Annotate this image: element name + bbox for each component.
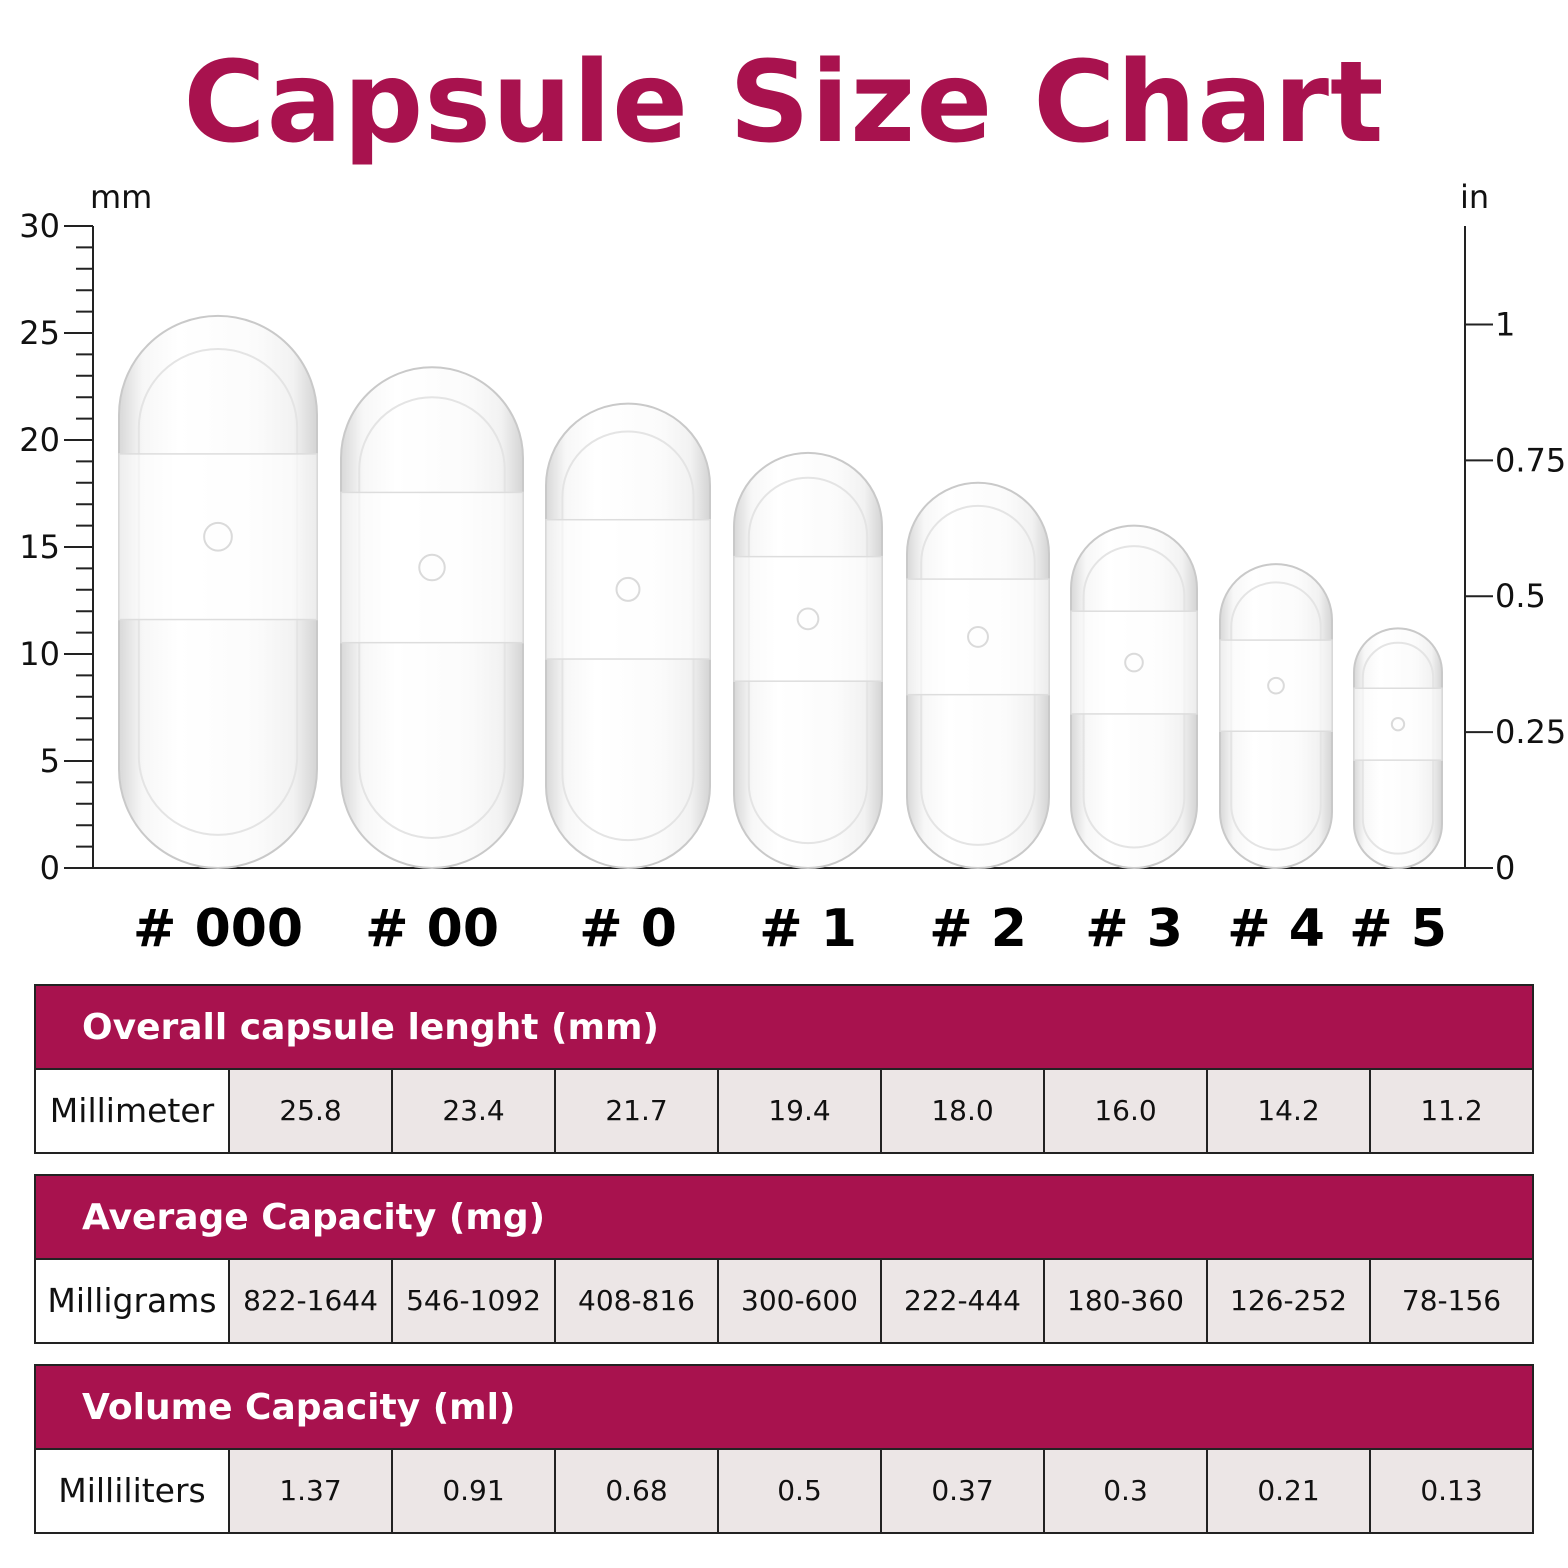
left-tick-label: 20 [19, 421, 60, 459]
left-tick-label: 5 [40, 742, 60, 780]
table-row: Millimeter 25.8 23.4 21.7 19.4 18.0 16.0… [36, 1070, 1532, 1152]
table-cell: 546-1092 [393, 1260, 556, 1342]
right-axis-unit: in [1460, 178, 1489, 216]
right-tick-label: 0.75 [1495, 441, 1566, 479]
category-label: # 1 [759, 899, 857, 959]
capsule-dimple [1124, 652, 1144, 673]
left-axis: 0 5 10 15 20 25 30 [19, 207, 1465, 887]
table-cell: 11.2 [1371, 1070, 1532, 1152]
left-tick-label: 25 [19, 314, 60, 352]
table-cell: 0.3 [1045, 1450, 1208, 1532]
left-axis-unit: mm [90, 178, 152, 216]
table-header: Average Capacity (mg) [36, 1176, 1532, 1260]
length-table: Overall capsule lenght (mm) Millimeter 2… [34, 984, 1534, 1154]
capsule-cap-band [340, 491, 524, 644]
capsule-cap-band [1353, 687, 1443, 761]
category-label: # 00 [365, 899, 499, 959]
row-label: Milliliters [36, 1450, 230, 1532]
left-tick-label: 30 [19, 207, 60, 245]
capsule-cap-band [1070, 610, 1198, 715]
category-label: # 5 [1349, 899, 1447, 959]
capsule-bar [118, 314, 318, 869]
table-cell: 0.13 [1371, 1450, 1532, 1532]
capsule-bar [545, 402, 711, 869]
capsule-cap-band [733, 555, 883, 682]
capsule-cap-band [118, 453, 318, 621]
capsule-bar [906, 481, 1050, 869]
category-label: # 3 [1085, 899, 1183, 959]
right-tick-label: 0.25 [1495, 713, 1566, 751]
capsule-dimple [796, 607, 820, 631]
volume-ml-table: Volume Capacity (ml) Milliliters 1.37 0.… [34, 1364, 1534, 1534]
capsule-dimple [1267, 676, 1285, 695]
category-label: # 000 [133, 899, 303, 959]
capsule-bar [340, 366, 524, 870]
table-cell: 21.7 [556, 1070, 719, 1152]
capsule-dimple [615, 576, 641, 602]
table-cell: 822-1644 [230, 1260, 393, 1342]
page-title: Capsule Size Chart [183, 38, 1385, 168]
table-cell: 25.8 [230, 1070, 393, 1152]
capsule-bar [733, 451, 883, 869]
table-cell: 126-252 [1208, 1260, 1371, 1342]
table-cell: 408-816 [556, 1260, 719, 1342]
table-cell: 78-156 [1371, 1260, 1532, 1342]
table-cell: 222-444 [882, 1260, 1045, 1342]
table-cell: 19.4 [719, 1070, 882, 1152]
category-labels: # 000 # 00 # 0 # 1 # 2 # 3 # 4 # 5 [133, 899, 1447, 959]
table-cell: 14.2 [1208, 1070, 1371, 1152]
row-label: Milligrams [36, 1260, 230, 1342]
table-cell: 0.91 [393, 1450, 556, 1532]
table-row: Milligrams 822-1644 546-1092 408-816 300… [36, 1260, 1532, 1342]
table-cell: 23.4 [393, 1070, 556, 1152]
right-axis: 0 0.25 0.5 0.75 1 [1464, 226, 1566, 887]
table-header: Overall capsule lenght (mm) [36, 986, 1532, 1070]
table-cell: 300-600 [719, 1260, 882, 1342]
right-tick-label: 0.5 [1495, 577, 1546, 615]
table-cell: 1.37 [230, 1450, 393, 1532]
category-label: # 0 [579, 899, 677, 959]
right-tick-label: 0 [1495, 849, 1515, 887]
capsule-bar [1219, 563, 1333, 869]
table-row: Milliliters 1.37 0.91 0.68 0.5 0.37 0.3 … [36, 1450, 1532, 1532]
table-cell: 0.21 [1208, 1450, 1371, 1532]
table-header: Volume Capacity (ml) [36, 1366, 1532, 1450]
left-tick-label: 15 [19, 528, 60, 566]
capsule-cap-band [545, 518, 711, 660]
capacity-mg-table: Average Capacity (mg) Milligrams 822-164… [34, 1174, 1534, 1344]
category-label: # 2 [929, 899, 1027, 959]
capsule-cap-band [906, 578, 1050, 696]
capsule-cap-band [1219, 639, 1333, 733]
table-cell: 180-360 [1045, 1260, 1208, 1342]
row-label: Millimeter [36, 1070, 230, 1152]
capsule-dimple [967, 625, 989, 648]
table-cell: 18.0 [882, 1070, 1045, 1152]
capsule-bar [1070, 524, 1198, 869]
left-tick-label: 0 [40, 849, 60, 887]
table-cell: 0.5 [719, 1450, 882, 1532]
table-cell: 0.68 [556, 1450, 719, 1532]
capsule-bar [1353, 627, 1443, 869]
capsule-dimple [203, 521, 233, 552]
capsule-bars [118, 314, 1443, 870]
category-label: # 4 [1227, 899, 1325, 959]
table-cell: 0.37 [882, 1450, 1045, 1532]
left-tick-label: 10 [19, 635, 60, 673]
right-tick-label: 1 [1495, 305, 1515, 343]
table-cell: 16.0 [1045, 1070, 1208, 1152]
capsule-dimple [418, 553, 446, 582]
capsule-dimple [1390, 717, 1406, 732]
